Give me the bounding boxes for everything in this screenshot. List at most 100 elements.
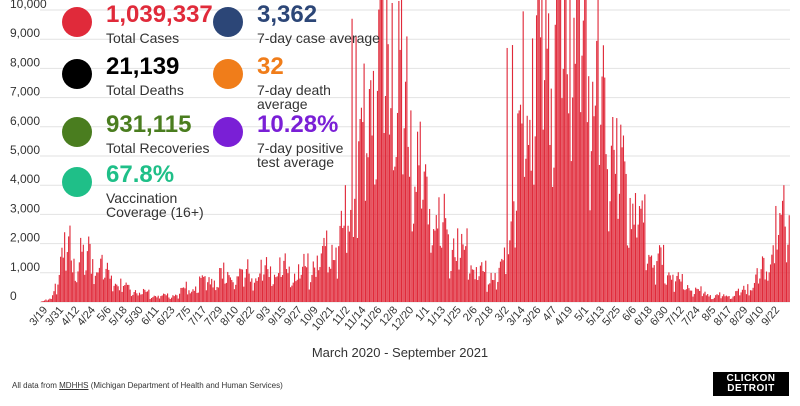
bar <box>748 295 750 302</box>
bar <box>386 0 388 303</box>
bar <box>561 98 563 302</box>
bar <box>113 285 115 302</box>
bar <box>257 277 260 302</box>
bar <box>86 251 88 302</box>
bar <box>144 289 146 302</box>
bar <box>708 296 710 302</box>
bar <box>233 289 235 302</box>
stat-dot <box>62 167 92 197</box>
bar <box>781 200 784 302</box>
bar <box>626 245 629 302</box>
bar <box>664 283 666 302</box>
bar <box>761 256 764 302</box>
bar <box>279 257 281 302</box>
bar <box>96 272 98 302</box>
bar <box>76 282 78 302</box>
bar <box>411 231 413 302</box>
bar <box>304 266 306 302</box>
bar <box>533 184 535 302</box>
bar <box>316 255 318 302</box>
bar <box>736 290 738 302</box>
bar <box>683 289 685 302</box>
bar <box>530 170 532 302</box>
bar <box>101 254 103 302</box>
bar <box>60 256 62 302</box>
bar <box>705 295 707 302</box>
bar <box>689 290 691 302</box>
bar <box>328 266 330 302</box>
bar <box>554 24 556 303</box>
bar <box>228 275 230 302</box>
bar <box>184 288 186 302</box>
logo-line-2: ON <box>759 373 776 384</box>
bar <box>704 291 706 302</box>
bar <box>429 208 431 302</box>
bar <box>216 286 218 302</box>
bar <box>70 260 72 302</box>
bar <box>403 128 405 302</box>
bar <box>455 261 457 302</box>
bar <box>574 63 576 302</box>
x-axis-label: March 2020 - September 2021 <box>311 345 489 360</box>
bar <box>741 289 744 302</box>
bar <box>785 262 788 302</box>
bar <box>450 270 452 302</box>
bar <box>160 296 162 302</box>
bar <box>616 118 618 302</box>
source-link[interactable]: MDHHS <box>59 381 89 390</box>
bar <box>237 276 239 302</box>
bar <box>642 222 645 302</box>
y-tick-label: 10,000 <box>10 0 47 11</box>
bar <box>453 238 455 302</box>
bar <box>775 205 777 302</box>
bar <box>652 267 654 302</box>
bar <box>74 280 76 302</box>
bar <box>693 294 695 302</box>
bar <box>181 287 183 302</box>
bar <box>548 13 550 302</box>
bar <box>400 0 403 302</box>
bar <box>227 271 229 302</box>
bar <box>677 272 679 302</box>
bar <box>610 145 612 302</box>
y-tick-label: 8,000 <box>10 55 40 69</box>
bar <box>93 284 95 302</box>
x-axis-ticks: 3/193/314/124/245/65/185/306/116/237/57/… <box>27 304 782 333</box>
bar <box>477 280 479 302</box>
bar <box>606 169 608 302</box>
bar <box>53 291 55 302</box>
bar <box>312 261 314 302</box>
bar <box>122 285 125 302</box>
clickondetroit-logo[interactable]: CLICKON DETROIT <box>713 372 789 396</box>
bar <box>355 36 357 302</box>
bar <box>284 253 286 302</box>
bar <box>442 222 444 302</box>
bar <box>129 289 131 302</box>
bar <box>142 288 145 302</box>
bar <box>192 289 194 302</box>
bar <box>578 0 580 302</box>
bar <box>157 295 159 302</box>
bar <box>203 276 205 302</box>
bar <box>662 244 665 302</box>
bar <box>158 298 161 302</box>
bar <box>641 200 643 302</box>
bar <box>247 259 249 302</box>
bar <box>680 281 682 302</box>
bar <box>215 290 217 302</box>
bar <box>245 269 248 302</box>
bar <box>175 294 177 302</box>
bar <box>225 282 227 302</box>
bar <box>433 229 435 302</box>
bar <box>612 117 614 302</box>
bar <box>334 260 336 302</box>
bar <box>769 264 772 302</box>
bar <box>531 38 534 303</box>
bar <box>171 297 173 302</box>
bar <box>499 261 502 302</box>
bar <box>366 153 368 302</box>
bar <box>540 37 542 303</box>
bar <box>586 122 588 302</box>
bar <box>511 45 514 302</box>
stat-dot <box>62 7 92 37</box>
